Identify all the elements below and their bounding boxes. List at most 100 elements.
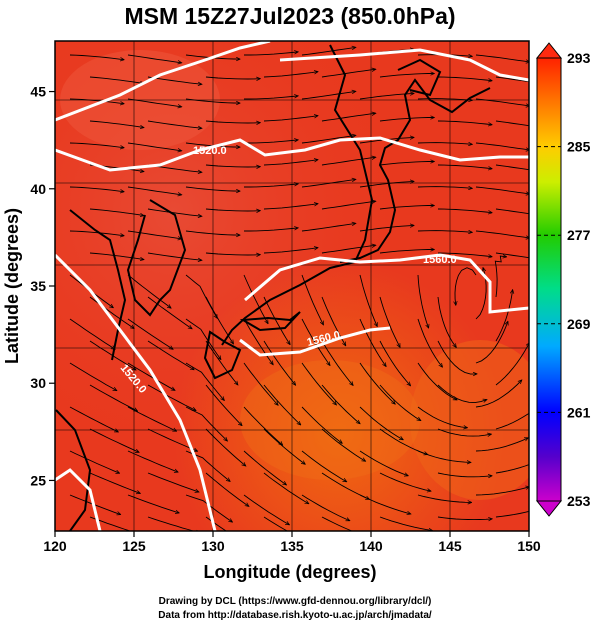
streamline (379, 340, 410, 386)
streamline (243, 450, 286, 485)
streamline (379, 162, 434, 166)
streamline (379, 118, 434, 122)
streamline (89, 252, 144, 260)
streamline (127, 274, 171, 308)
contour-1520-west (55, 253, 217, 531)
streamline (185, 186, 240, 191)
credit-data: Data from http://database.rish.kyoto-u.a… (158, 610, 432, 621)
streamline (437, 428, 491, 436)
coastlines (55, 44, 491, 531)
streamline (263, 384, 301, 425)
streamline (263, 204, 318, 210)
contour-1480-east (279, 48, 529, 82)
y-tick-label: 30 (30, 375, 46, 391)
streamline (127, 494, 179, 513)
streamline (263, 428, 305, 464)
streamline (127, 98, 181, 107)
streamline (417, 362, 457, 400)
streamline (437, 208, 492, 213)
streamline (185, 406, 227, 441)
colorbar-extend-min (535, 500, 563, 517)
streamline (495, 464, 529, 474)
streamline (147, 208, 202, 216)
streamline (437, 384, 487, 404)
y-tick-label: 45 (30, 84, 46, 100)
streamline (69, 230, 124, 236)
streamline (205, 76, 260, 79)
streamline (359, 318, 386, 366)
streamline (205, 340, 238, 385)
streamline (495, 252, 529, 259)
x-tick-label: 145 (438, 538, 462, 554)
contour-label-1520-north: 1520.0 (193, 145, 227, 157)
streamline (69, 318, 115, 349)
streamline (475, 322, 508, 364)
streamline (301, 318, 330, 365)
streamline (301, 179, 356, 188)
streamline (205, 252, 260, 255)
streamline (321, 428, 365, 461)
x-tick-label: 150 (517, 538, 541, 554)
streamline (437, 252, 492, 257)
streamline (69, 98, 124, 104)
streamline (475, 438, 528, 452)
streamline (301, 47, 356, 56)
streamline (437, 120, 492, 125)
streamline (437, 296, 456, 347)
streamline (379, 296, 400, 347)
streamline (185, 230, 240, 235)
streamline (495, 76, 529, 83)
streamline (475, 230, 529, 238)
colorbar-extend-max (535, 42, 563, 59)
streamline (89, 120, 144, 128)
streamline (263, 116, 318, 122)
streamline (301, 406, 342, 443)
streamline (417, 406, 467, 428)
streamline (89, 428, 139, 452)
streamline (417, 143, 472, 145)
plot-area: 1520.0 1560.0 1560.0 1520.0 (54, 40, 530, 532)
map-title: MSM 15Z27Jul2023 (850.0hPa) (124, 3, 455, 29)
streamline (69, 362, 117, 391)
x-axis-label: Longitude (degrees) (203, 562, 376, 582)
streamline (69, 406, 118, 432)
streamline (359, 494, 411, 514)
streamline (127, 406, 176, 431)
contour-label-1560-north: 1560.0 (423, 254, 457, 266)
streamline (495, 164, 529, 171)
streamline (494, 256, 506, 298)
streamline (301, 223, 356, 232)
streamline (495, 208, 529, 215)
streamline (127, 450, 178, 472)
streamline (301, 450, 346, 482)
streamline (244, 96, 298, 100)
x-axis-ticks: 120 125 130 135 140 145 150 (43, 531, 541, 554)
streamline (89, 472, 140, 493)
colorbar-tick-label: 277 (567, 227, 591, 243)
streamline (263, 340, 295, 385)
x-tick-label: 135 (280, 538, 304, 554)
streamline (147, 252, 202, 260)
streamline (147, 296, 192, 329)
colorbar-tick-label: 261 (567, 404, 591, 420)
streamline (263, 296, 290, 344)
streamline (495, 412, 529, 430)
streamline (359, 406, 403, 440)
streamline (475, 54, 529, 62)
streamline (263, 472, 309, 504)
streamline (321, 384, 360, 424)
streamline (127, 54, 181, 63)
streamline (205, 208, 260, 211)
streamline (89, 76, 144, 84)
streamline (321, 201, 375, 210)
streamline (321, 157, 375, 166)
streamline (185, 318, 221, 359)
colorbar-tick-label: 269 (567, 316, 591, 332)
streamline (205, 472, 249, 506)
streamline (475, 186, 529, 194)
streamline (244, 140, 298, 144)
streamline (379, 206, 434, 210)
streamline (69, 186, 124, 192)
streamline (417, 274, 429, 328)
